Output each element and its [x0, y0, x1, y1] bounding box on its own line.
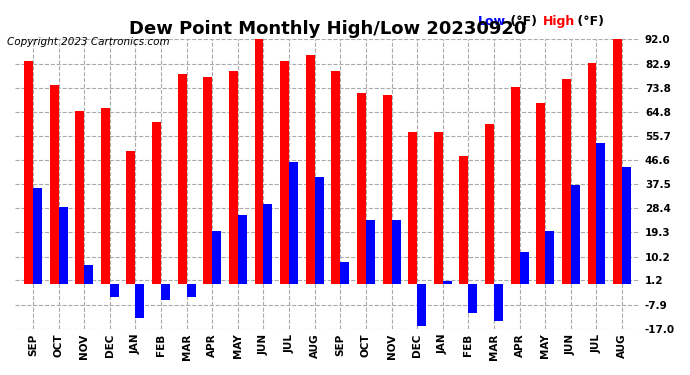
Bar — [485, 124, 494, 284]
Bar — [306, 56, 315, 284]
Bar — [177, 74, 186, 284]
Bar — [84, 265, 93, 284]
Bar — [59, 207, 68, 284]
Bar — [75, 111, 84, 284]
Bar — [408, 132, 417, 284]
Bar — [33, 188, 42, 284]
Bar — [622, 167, 631, 284]
Bar — [238, 214, 247, 284]
Bar — [545, 231, 554, 284]
Bar — [255, 39, 264, 284]
Text: Copyright 2023 Cartronics.com: Copyright 2023 Cartronics.com — [7, 37, 170, 47]
Bar — [469, 284, 477, 313]
Bar — [494, 284, 503, 321]
Bar — [213, 231, 221, 284]
Bar — [24, 61, 33, 284]
Bar — [434, 132, 443, 284]
Bar — [520, 252, 529, 284]
Bar — [152, 122, 161, 284]
Bar — [289, 162, 298, 284]
Bar — [391, 220, 400, 284]
Bar — [417, 284, 426, 326]
Bar — [186, 284, 195, 297]
Bar — [511, 87, 520, 284]
Bar — [382, 95, 391, 284]
Bar — [50, 84, 59, 284]
Bar — [571, 185, 580, 284]
Bar — [280, 61, 289, 284]
Bar — [161, 284, 170, 300]
Bar — [596, 143, 605, 284]
Bar — [204, 76, 213, 284]
Text: (°F): (°F) — [573, 15, 604, 28]
Bar — [562, 79, 571, 284]
Bar — [340, 262, 349, 284]
Bar — [587, 63, 596, 284]
Bar — [229, 71, 238, 284]
Bar — [110, 284, 119, 297]
Bar — [315, 177, 324, 284]
Bar — [460, 156, 469, 284]
Text: Low: Low — [477, 15, 506, 28]
Bar — [366, 220, 375, 284]
Bar — [613, 39, 622, 284]
Bar — [101, 108, 110, 284]
Bar — [357, 93, 366, 284]
Text: (°F): (°F) — [506, 15, 537, 28]
Bar — [135, 284, 144, 318]
Bar — [536, 103, 545, 284]
Bar — [264, 204, 273, 284]
Title: Dew Point Monthly High/Low 20230920: Dew Point Monthly High/Low 20230920 — [129, 20, 526, 38]
Bar — [331, 71, 340, 284]
Text: High: High — [543, 15, 575, 28]
Bar — [126, 151, 135, 284]
Bar — [443, 281, 452, 284]
